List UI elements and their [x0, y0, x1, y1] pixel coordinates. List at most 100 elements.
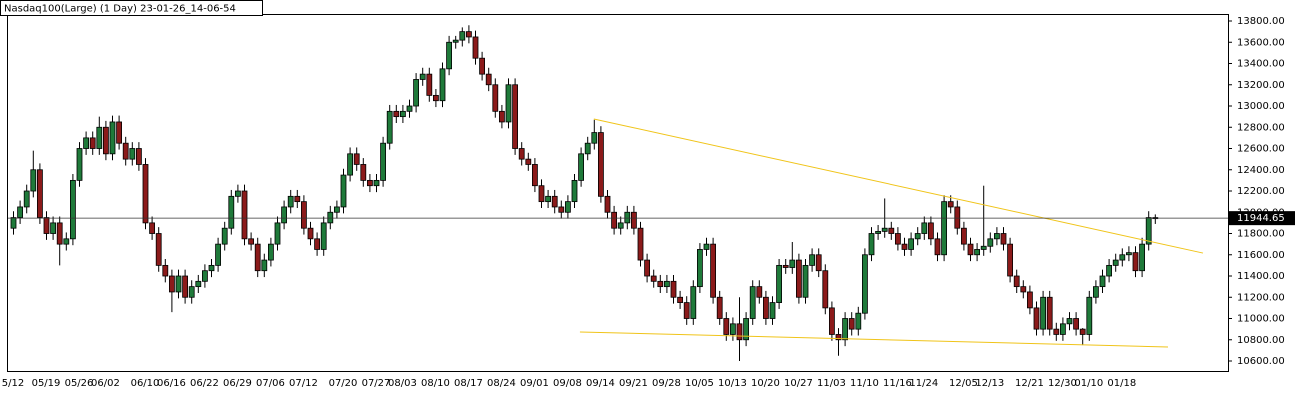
candle-body [809, 254, 815, 266]
candle-body [485, 73, 492, 86]
candle-body [50, 222, 56, 234]
candle-body [551, 195, 558, 208]
last-price-label: 11944.65 [1237, 213, 1285, 224]
candle-body [954, 206, 961, 229]
candle-body [386, 110, 393, 144]
candle-body [571, 179, 578, 203]
y-tick-label: 10800.00 [1237, 335, 1285, 346]
candle-body [862, 254, 868, 314]
x-tick-label: 09/14 [586, 378, 615, 389]
candle-body [122, 142, 129, 160]
x-tick-label: 07/27 [362, 378, 391, 389]
x-tick-label: 07/20 [329, 378, 358, 389]
trendline [579, 331, 1169, 348]
candle-body [1000, 233, 1007, 245]
candle-body [650, 275, 657, 282]
candle-body [1112, 259, 1119, 266]
candle-body [168, 275, 175, 293]
candle-body [782, 264, 789, 268]
candle-body [380, 142, 387, 181]
candle-body [281, 206, 288, 224]
candle-body [584, 142, 591, 155]
candle-body [76, 148, 83, 181]
candle-body [763, 296, 769, 319]
candle-body [769, 302, 776, 319]
candle-body [835, 334, 842, 341]
candle-body [1046, 296, 1053, 330]
candle-body [43, 217, 50, 234]
x-tick-label: 12/30 [1048, 378, 1077, 389]
candle-body [267, 243, 274, 261]
y-tick-label: 11000.00 [1237, 314, 1285, 325]
y-tick-label: 11400.00 [1237, 271, 1285, 282]
x-tick-label: 09/01 [520, 378, 549, 389]
x-tick-label: 01/10 [1074, 378, 1103, 389]
candle-body [30, 169, 37, 192]
candle-body [637, 227, 644, 261]
candle-body [967, 243, 974, 256]
y-tick-label: 12400.00 [1237, 165, 1285, 176]
candle-body [103, 126, 109, 155]
x-tick-label: 12/21 [1015, 378, 1044, 389]
x-tick-label: 06/02 [91, 378, 120, 389]
candle-body [1079, 328, 1086, 335]
candle-body [743, 318, 749, 341]
candle-body [129, 148, 136, 160]
candle-body [393, 110, 400, 118]
candle-body [710, 243, 716, 298]
candle-body [221, 227, 228, 245]
candle-body [327, 211, 334, 224]
candle-body [241, 190, 248, 240]
candle-body [842, 318, 848, 341]
title-box [0, 0, 263, 16]
x-tick-label: 06/22 [190, 378, 219, 389]
candle-body [254, 243, 261, 272]
candle-body [287, 195, 294, 208]
x-tick-label: 07/06 [256, 378, 285, 389]
candle-body [234, 190, 241, 197]
candle-body [413, 79, 420, 107]
candle-body [756, 286, 763, 298]
candle-body [314, 238, 321, 250]
x-tick-label: 11/24 [909, 378, 938, 389]
candle-body [829, 307, 835, 335]
candle-body [677, 296, 683, 303]
candle-body [452, 39, 459, 43]
candle-body [868, 233, 875, 256]
y-tick-label: 13800.00 [1237, 16, 1285, 27]
candle-body [1099, 275, 1106, 288]
candle-body [670, 280, 677, 298]
candle-body [921, 222, 928, 234]
candle-body [947, 201, 954, 208]
candle-body [928, 222, 934, 240]
candle-body [716, 296, 723, 319]
candle-body [446, 41, 453, 70]
x-tick-label: 11/16 [883, 378, 912, 389]
candle-body [1126, 252, 1132, 256]
candle-body [1013, 275, 1020, 288]
candle-body [294, 195, 301, 203]
y-tick-label: 11200.00 [1237, 292, 1285, 303]
candle-body [703, 243, 710, 250]
candle-body [10, 217, 17, 229]
candle-body [683, 302, 690, 319]
candle-body [274, 222, 281, 245]
candle-body [736, 323, 743, 341]
candle-body [360, 164, 367, 181]
candle-body [624, 211, 631, 224]
candle-body [426, 73, 433, 96]
candle-body [657, 280, 664, 288]
candle-body [320, 222, 327, 250]
candle-body [155, 233, 162, 266]
y-tick-label: 13400.00 [1237, 59, 1285, 70]
candle-body [195, 280, 202, 288]
candle-body [749, 286, 756, 319]
x-tick-label: 08/03 [388, 378, 417, 389]
x-tick-label: 10/27 [784, 378, 813, 389]
candle-body [366, 179, 373, 187]
candle-body [83, 137, 89, 149]
candle-body [934, 238, 941, 256]
